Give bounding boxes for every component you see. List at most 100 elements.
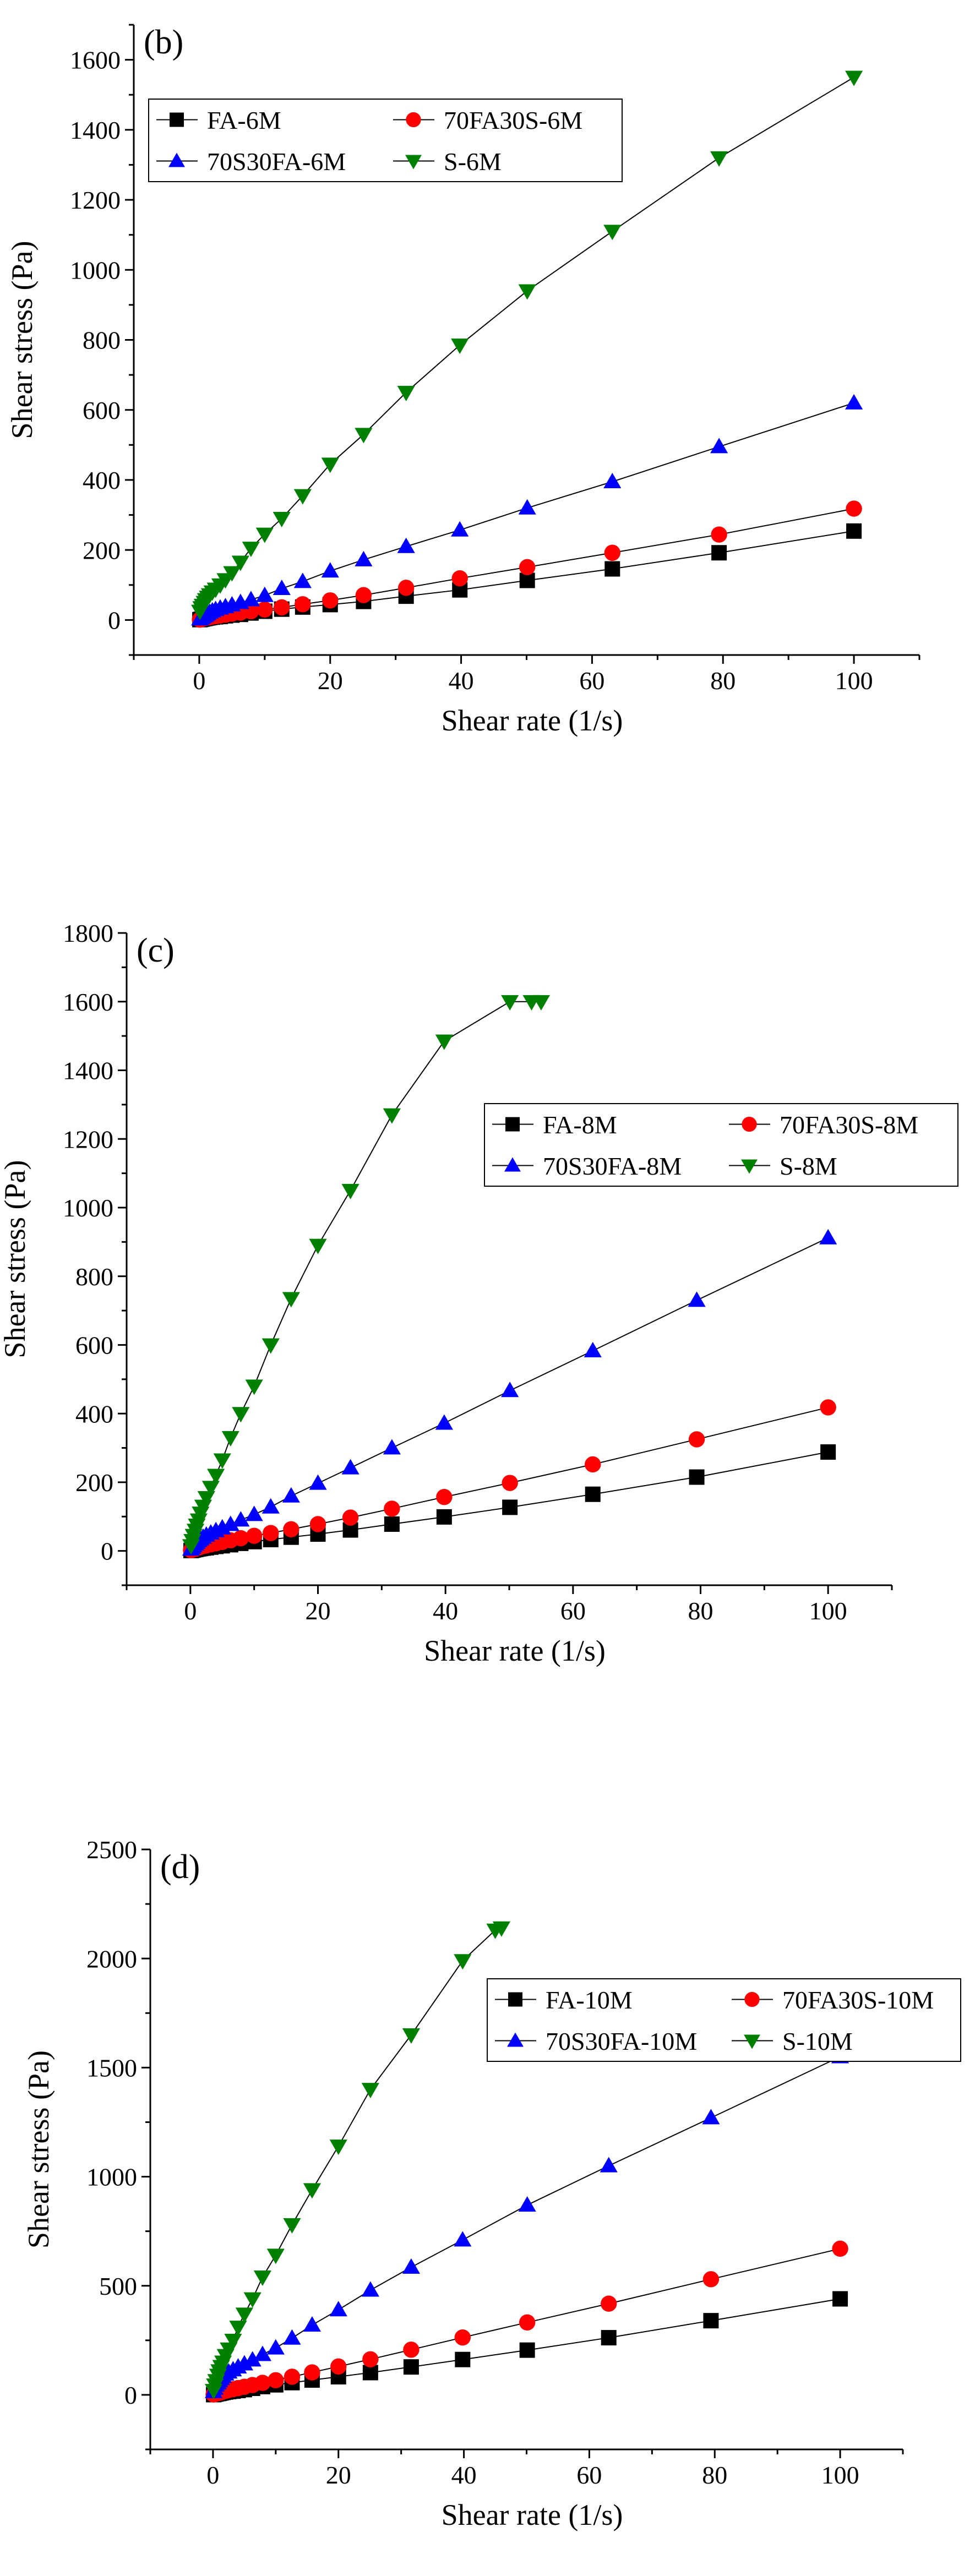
data-point <box>303 2316 322 2332</box>
x-tick-label: 100 <box>809 1597 847 1625</box>
data-point <box>501 995 519 1011</box>
x-axis-title: Shear rate (1/s) <box>424 1634 606 1667</box>
data-point <box>702 2109 720 2125</box>
x-tick-label: 80 <box>710 667 736 695</box>
series-70FA30S-6M <box>192 500 862 628</box>
chart-panel-1: 0 20 40 60 80 1000200400600800100012001400160… <box>6 24 920 737</box>
legend-label: 70FA30S-6M <box>444 106 582 134</box>
legend: FA-8M 70FA30S-8M 70S30FA-8M S-8M <box>484 1103 958 1187</box>
data-point <box>688 1431 705 1448</box>
y-tick-label: 1400 <box>70 116 121 144</box>
legend-item: 70FA30S-8M <box>729 1111 918 1139</box>
data-point <box>245 1379 263 1395</box>
data-point <box>451 339 469 354</box>
x-tick-label: 20 <box>306 1597 331 1625</box>
y-axis-title: Shear stress (Pa) <box>6 241 39 439</box>
data-point <box>603 225 622 241</box>
series-FA-10M <box>206 2291 848 2403</box>
data-point <box>518 2196 536 2212</box>
series-S-10M <box>204 1921 511 2400</box>
legend-marker <box>504 1157 521 1172</box>
series-S-6M <box>191 70 863 620</box>
data-point <box>232 1530 249 1547</box>
data-point <box>282 1487 300 1503</box>
data-point <box>819 1229 837 1245</box>
data-point <box>229 2321 247 2337</box>
legend-marker <box>744 1991 760 2007</box>
data-point <box>492 1921 511 1937</box>
data-point <box>255 586 274 602</box>
data-point <box>436 1509 452 1525</box>
data-point <box>435 1414 453 1430</box>
legend-frame <box>487 1978 961 2062</box>
x-tick-label: 40 <box>433 1597 458 1625</box>
data-point <box>451 570 468 587</box>
data-point <box>355 550 373 566</box>
legend-marker <box>508 1992 522 2007</box>
data-point <box>293 489 312 505</box>
data-point <box>601 2295 617 2312</box>
data-point <box>309 1238 327 1254</box>
data-point <box>436 1489 453 1505</box>
data-point <box>253 2270 272 2286</box>
x-tick-label: 80 <box>702 2461 727 2489</box>
y-tick-label: 400 <box>75 1400 113 1428</box>
data-point <box>283 1521 299 1538</box>
y-tick-label: 1400 <box>63 1057 113 1085</box>
y-tick-label: 600 <box>83 396 121 424</box>
x-tick-label: 100 <box>835 667 873 695</box>
y-tick-label: 1600 <box>63 988 113 1016</box>
data-point <box>689 1469 705 1485</box>
data-point <box>213 1453 231 1469</box>
legend-label: FA-10M <box>546 1986 633 2014</box>
data-point <box>253 2345 272 2361</box>
data-point <box>383 1108 401 1124</box>
legend-frame <box>148 99 623 182</box>
y-tick-label: 800 <box>83 326 121 354</box>
legend-marker <box>170 112 184 127</box>
series-70S30FA-6M <box>191 394 863 626</box>
data-point <box>402 2258 420 2274</box>
data-point <box>846 523 862 539</box>
data-point <box>235 2307 253 2323</box>
data-point <box>585 1456 601 1473</box>
x-tick-label: 80 <box>688 1597 713 1625</box>
legend-label: 70FA30S-10M <box>782 1986 934 2014</box>
y-axis-title: Shear stress (Pa) <box>0 1160 31 1358</box>
legend-item: FA-10M <box>495 1986 633 2014</box>
data-point <box>846 500 862 517</box>
data-point <box>321 562 339 578</box>
legend-marker <box>741 1159 758 1174</box>
y-tick-label: 2500 <box>86 1836 137 1864</box>
data-point <box>518 284 536 300</box>
data-point <box>342 1509 359 1526</box>
data-point <box>455 2351 471 2367</box>
y-tick-label: 1000 <box>63 1194 113 1222</box>
series-70FA30S-8M <box>183 1399 836 1559</box>
panel-label: (b) <box>144 24 183 61</box>
data-point <box>832 2291 848 2307</box>
data-point <box>329 2140 347 2155</box>
legend-label: 70S30FA-10M <box>546 2027 697 2055</box>
panel-label: (c) <box>137 932 175 969</box>
legend-marker <box>742 1116 757 1132</box>
data-point <box>257 601 273 618</box>
legend-label: FA-8M <box>543 1111 617 1139</box>
y-tick-label: 0 <box>124 2381 137 2409</box>
data-point <box>224 2333 242 2349</box>
legend-frame <box>484 1103 958 1187</box>
series-line <box>213 2056 841 2392</box>
data-point <box>845 394 863 410</box>
data-point <box>355 428 373 444</box>
y-tick-label: 2000 <box>86 1945 137 1973</box>
data-point <box>330 2358 347 2375</box>
data-point <box>397 537 415 553</box>
x-tick-label: 20 <box>318 667 343 695</box>
x-tick-label: 0 <box>193 667 205 695</box>
data-point <box>451 521 469 537</box>
data-point <box>309 1516 326 1532</box>
data-point <box>600 2157 618 2173</box>
data-point <box>341 1183 360 1199</box>
data-point <box>232 1407 250 1423</box>
data-point <box>403 2359 419 2375</box>
